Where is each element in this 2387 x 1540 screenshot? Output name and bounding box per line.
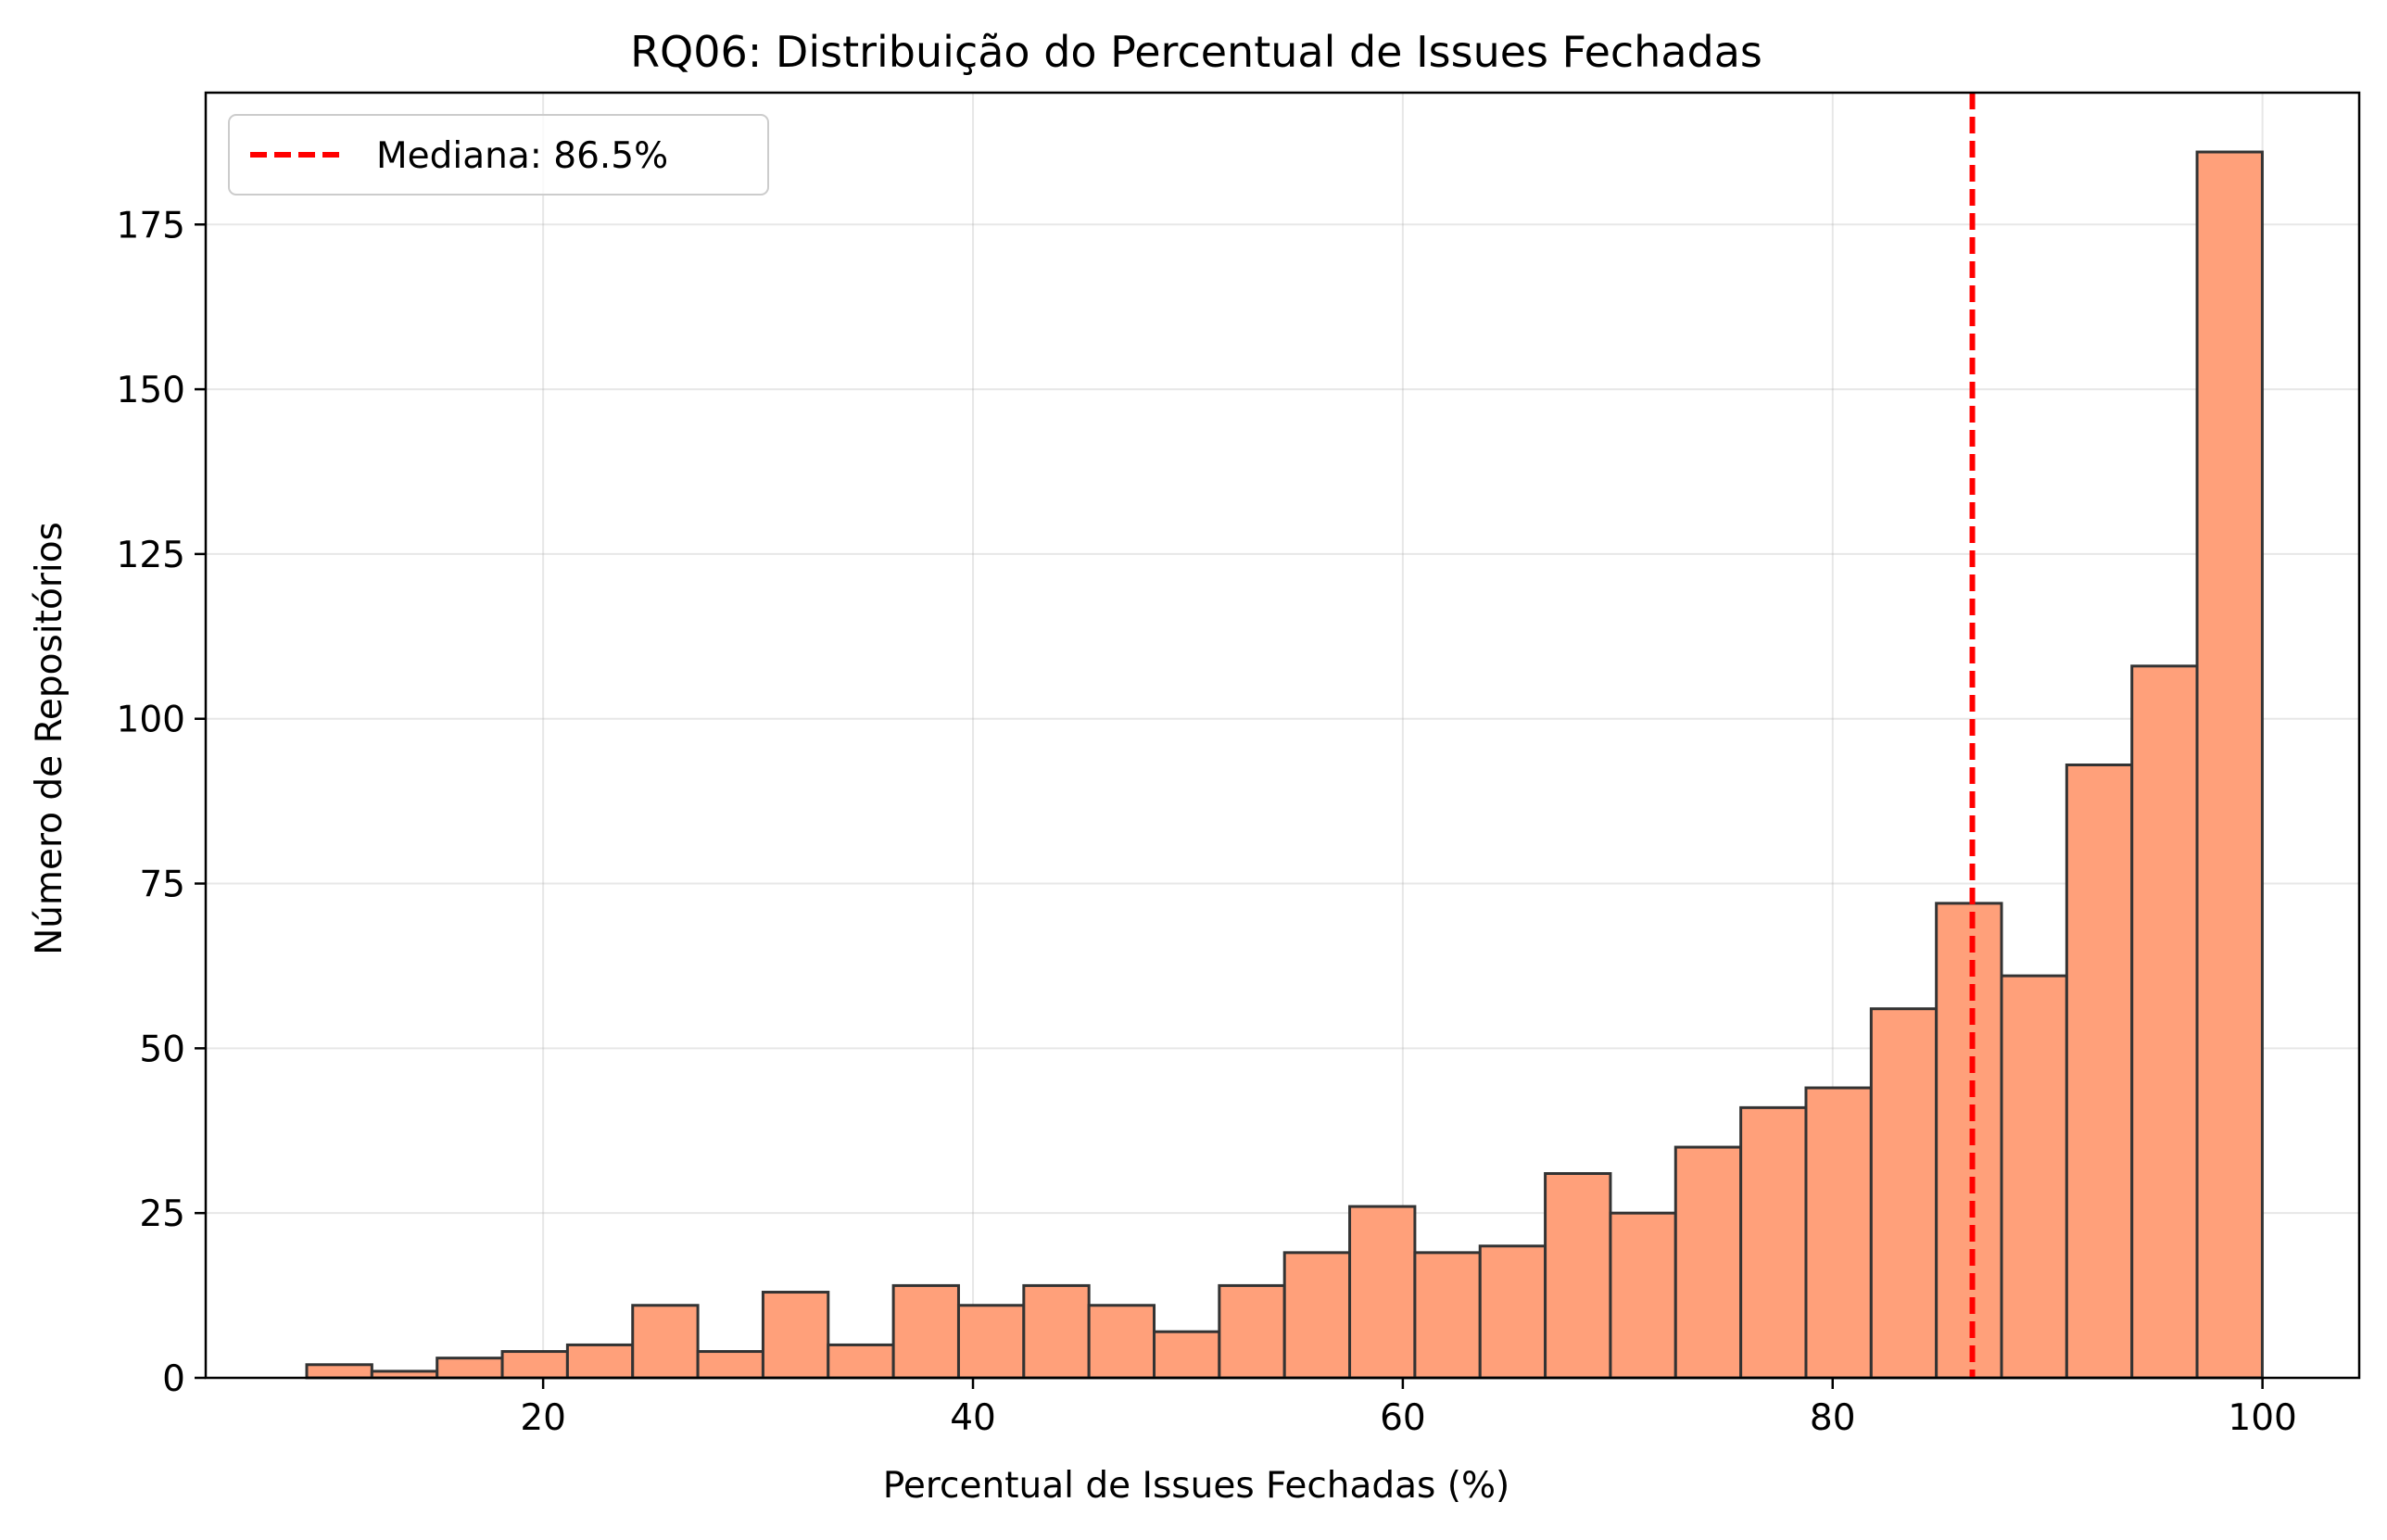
legend-box (228, 114, 769, 196)
histogram-bar (1413, 1251, 1482, 1380)
histogram-bar (1609, 1211, 1677, 1380)
histogram-bar (1218, 1283, 1286, 1380)
histogram-bar (631, 1304, 700, 1380)
histogram-bar (761, 1291, 830, 1380)
histogram-bar (2130, 664, 2199, 1380)
histogram-bar (1869, 1007, 1939, 1380)
y-tick-label: 100 (117, 700, 185, 741)
y-tick-label: 50 (139, 1029, 185, 1070)
histogram-bar (500, 1350, 569, 1380)
histogram-bar (1544, 1172, 1612, 1380)
histogram-bar (2000, 974, 2068, 1380)
histogram-bar (565, 1343, 635, 1380)
histogram-bar (1478, 1244, 1547, 1380)
histogram-bar (1153, 1330, 1221, 1380)
histogram-bar (1804, 1086, 1873, 1380)
x-tick-label: 20 (520, 1397, 566, 1439)
x-tick-label: 60 (1380, 1397, 1426, 1439)
histogram-bar (2065, 764, 2134, 1380)
histogram-bar (1673, 1145, 1743, 1380)
y-tick-label: 175 (117, 205, 185, 246)
y-tick-label: 150 (117, 370, 185, 411)
histogram-bar (1348, 1205, 1417, 1380)
chart-title: RQ06: Distribuição do Percentual de Issu… (630, 27, 1762, 77)
histogram-bar (1087, 1304, 1156, 1380)
histogram-bar (1935, 902, 2003, 1380)
y-axis-label: Número de Repositórios (29, 522, 70, 955)
histogram-bar (956, 1304, 1026, 1380)
x-tick-label: 40 (950, 1397, 996, 1439)
x-axis-ticks: 20 40 60 80 100 (520, 1378, 2297, 1439)
y-axis-ticks: 0 25 50 75 100 125 150 175 (117, 205, 206, 1400)
y-tick-label: 0 (162, 1358, 185, 1400)
histogram-bar (1739, 1105, 1808, 1380)
plot-area-frame (204, 91, 2361, 1380)
legend-median-label: Mediana: 86.5% (376, 135, 668, 177)
x-axis-label: Percentual de Issues Fechadas (%) (883, 1465, 1510, 1507)
y-tick-label: 25 (139, 1193, 185, 1235)
histogram-bar (1282, 1251, 1352, 1380)
x-tick-label: 100 (2228, 1397, 2296, 1439)
histogram-bar (305, 1363, 373, 1380)
histogram-bar (827, 1343, 895, 1380)
histogram-bar (1022, 1283, 1091, 1380)
histogram-bar (436, 1357, 504, 1380)
histogram-bar (2195, 150, 2264, 1380)
y-tick-label: 125 (117, 535, 185, 576)
y-tick-label: 75 (139, 865, 185, 906)
legend: Mediana: 86.5% (228, 114, 769, 196)
x-tick-label: 80 (1810, 1397, 1856, 1439)
histogram-bar (891, 1283, 960, 1380)
histogram-bar (696, 1350, 764, 1380)
